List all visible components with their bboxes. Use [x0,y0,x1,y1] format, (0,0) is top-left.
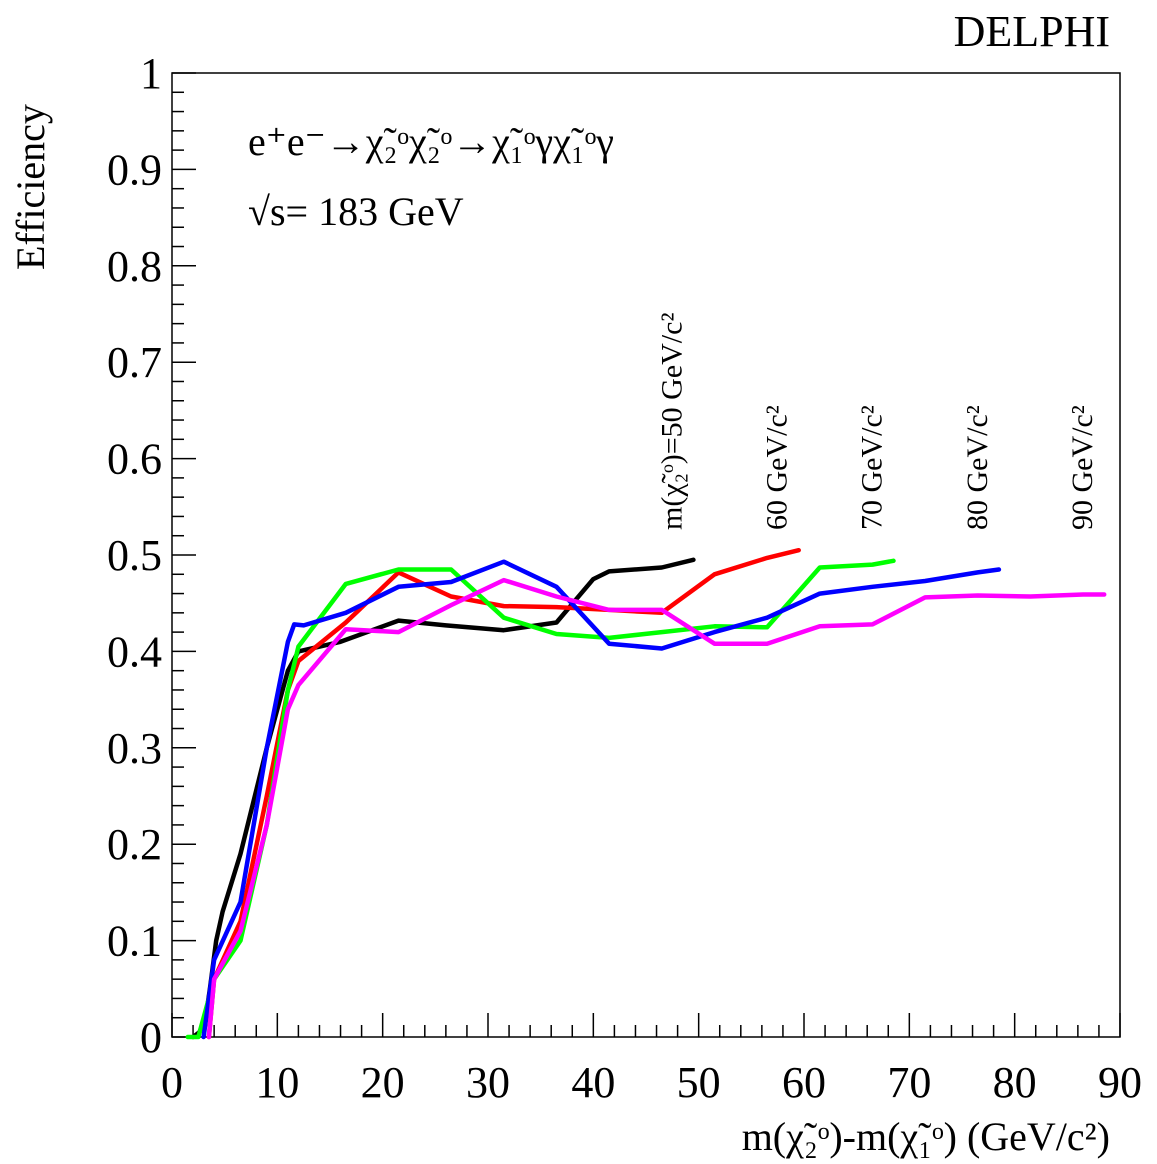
y-tick-label: 0.7 [107,338,162,387]
x-tick-label: 10 [255,1058,299,1107]
x-tick-label: 60 [782,1058,826,1107]
y-tick-label: 0.1 [107,917,162,966]
x-tick-label: 20 [361,1058,405,1107]
y-tick-labels: 0 0.1 0.2 0.3 0.4 0.5 0.6 0.7 0.8 0.9 1 [107,49,162,1062]
x-tick-label: 90 [1098,1058,1142,1107]
series-line-5 [206,577,1107,1040]
series-lines [185,547,1107,1040]
axis-ticks [171,72,1121,1038]
series-label-2: 60 GeV/c² [761,405,794,530]
series-label-3: 70 GeV/c² [856,405,889,530]
series-label-5: 90 GeV/c² [1066,405,1099,530]
process-label: e⁺e⁻→χ̃₂ᵒχ̃₂ᵒ→χ̃₁ᵒγχ̃₁ᵒγ [248,119,614,164]
x-tick-labels: 0 10 20 30 40 50 60 70 80 90 [161,1058,1142,1107]
x-tick-label: 70 [887,1058,931,1107]
y-tick-label: 0.5 [107,531,162,580]
x-tick-label: 80 [993,1058,1037,1107]
x-tick-label: 50 [677,1058,721,1107]
x-tick-label: 0 [161,1058,183,1107]
y-tick-label: 0.6 [107,435,162,484]
x-tick-label: 40 [571,1058,615,1107]
series-label-4: 80 GeV/c² [961,405,994,530]
energy-label: √s= 183 GeV [248,189,464,234]
series-line-4 [201,559,1002,1040]
y-tick-label: 0.3 [107,724,162,773]
y-tick-label: 0.9 [107,145,162,194]
x-axis-title: m(χ̃₂ᵒ)-m(χ̃₁ᵒ) (GeV/c²) [742,1114,1110,1159]
y-tick-label: 1 [140,49,162,98]
x-tick-label: 30 [466,1058,510,1107]
y-tick-label: 0.2 [107,820,162,869]
y-axis-title: Efficiency [8,104,53,270]
y-tick-label: 0.4 [107,627,162,676]
y-tick-label: 0 [140,1013,162,1062]
y-tick-label: 0.8 [107,242,162,291]
experiment-label: DELPHI [954,7,1110,56]
series-label-1: m(χ̃₂ᵒ)=50 GeV/c² [655,313,688,530]
series-labels: m(χ̃₂ᵒ)=50 GeV/c² 60 GeV/c² 70 GeV/c² 80 Ge… [655,313,1099,530]
